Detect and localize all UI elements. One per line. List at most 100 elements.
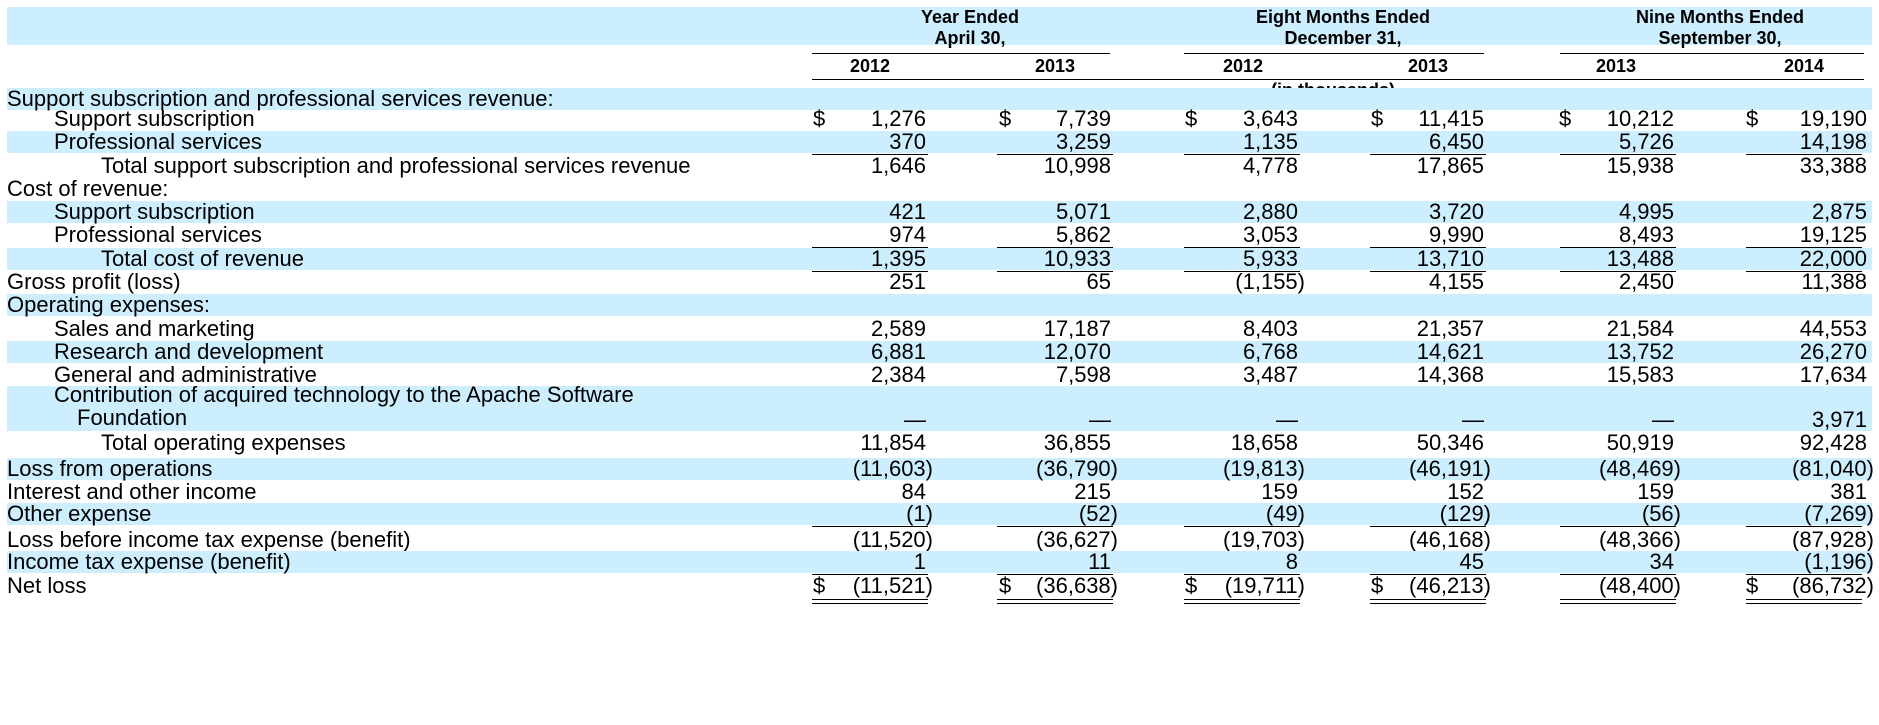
cell-value: 6,881 (870, 339, 926, 364)
cell-value: (52) (1078, 501, 1118, 526)
cell-value: 2,450 (1618, 269, 1674, 294)
cell-value: (36,627) (1036, 527, 1118, 552)
currency-symbol: $ (1559, 106, 1572, 131)
total-double-rule (1184, 599, 1300, 604)
row-band (7, 458, 1872, 480)
subtotal-rule (997, 526, 1113, 527)
cell-value: 65 (1086, 269, 1111, 294)
group-header-year-ended: Year Ended April 30, (810, 7, 1130, 49)
cell-value: — (1462, 407, 1484, 432)
cell-value: 3,259 (1055, 129, 1111, 154)
group-underline (812, 53, 1110, 54)
subtotal-rule (812, 526, 928, 527)
cell-value: (36,790) (1036, 456, 1118, 481)
cell-value: (87,928) (1792, 527, 1874, 552)
cell-value: 10,998 (1043, 153, 1111, 178)
year-underline (812, 79, 1864, 80)
row-label: Net loss (7, 573, 87, 598)
currency-symbol: $ (813, 106, 826, 131)
cell-value: 2,875 (1811, 199, 1867, 224)
cell-value: 6,768 (1242, 339, 1298, 364)
cell-value: 5,933 (1242, 246, 1298, 271)
cell-value: 1,646 (870, 153, 926, 178)
cell-value: 215 (1074, 479, 1111, 504)
row-label: Income tax expense (benefit) (7, 549, 291, 574)
year-header: 2014 (1783, 56, 1825, 76)
cell-value: 21,584 (1606, 316, 1674, 341)
cell-value: 13,752 (1606, 339, 1674, 364)
header-band (7, 7, 1872, 45)
group-header-nine-months: Nine Months Ended September 30, (1560, 7, 1879, 49)
cell-value: 10,212 (1606, 106, 1674, 131)
subtotal-rule (997, 574, 1113, 575)
group-header-line2: December 31, (1284, 28, 1402, 48)
cell-value: 7,598 (1055, 362, 1111, 387)
cell-value: 15,938 (1606, 153, 1674, 178)
subtotal-rule (1184, 574, 1300, 575)
group-header-eight-months: Eight Months Ended December 31, (1183, 7, 1503, 49)
cell-value: 11,854 (860, 430, 926, 455)
row-label: Interest and other income (7, 479, 257, 504)
cell-value: — (1276, 407, 1298, 432)
row-label: Professional services (54, 222, 262, 247)
cell-value: 11,388 (1801, 269, 1867, 294)
cell-value: 159 (1637, 479, 1674, 504)
cell-value: 33,388 (1799, 153, 1867, 178)
currency-symbol: $ (1185, 106, 1198, 131)
row-label: Loss before income tax expense (benefit) (7, 527, 411, 552)
cell-value: 22,000 (1799, 246, 1867, 271)
cell-value: 4,995 (1618, 199, 1674, 224)
year-header: 2013 (1595, 56, 1637, 76)
subtotal-rule (1746, 154, 1862, 155)
cell-value: — (1089, 407, 1111, 432)
cell-value: 15,583 (1606, 362, 1674, 387)
cell-value: 45 (1459, 549, 1484, 574)
cell-value: — (904, 407, 926, 432)
cell-value: 421 (889, 199, 926, 224)
subtotal-rule (1370, 271, 1486, 272)
group-header-line1: Eight Months Ended (1256, 7, 1430, 27)
cell-value: 19,125 (1799, 222, 1867, 247)
currency-symbol: $ (999, 573, 1012, 598)
row-label: Professional services (54, 129, 262, 154)
cell-value: (56) (1641, 501, 1681, 526)
cell-value: 17,634 (1799, 362, 1867, 387)
cell-value: — (1652, 407, 1674, 432)
currency-symbol: $ (1371, 573, 1384, 598)
year-header: 2013 (1034, 56, 1076, 76)
cell-value: 8,493 (1618, 222, 1674, 247)
cell-value: (11,520) (852, 527, 933, 552)
cell-value: (19,813) (1223, 456, 1305, 481)
cell-value: 8 (1285, 549, 1298, 574)
row-label: Research and development (54, 339, 324, 364)
subtotal-rule (1370, 247, 1486, 248)
subtotal-rule (1746, 526, 1862, 527)
cell-value: 2,384 (870, 362, 926, 387)
cell-value: 159 (1261, 479, 1298, 504)
cell-value: (86,732) (1792, 573, 1874, 598)
subtotal-rule (1560, 574, 1676, 575)
cell-value: (46,213) (1409, 573, 1491, 598)
cell-value: 44,553 (1799, 316, 1867, 341)
cell-value: 3,720 (1428, 199, 1484, 224)
cell-value: 14,198 (1799, 129, 1867, 154)
row-label: General and administrative (54, 362, 317, 387)
subtotal-rule (1560, 154, 1676, 155)
cell-value: 92,428 (1799, 430, 1867, 455)
subtotal-rule (1560, 271, 1676, 272)
row-label: Support subscription (54, 106, 255, 131)
cell-value: 18,658 (1230, 430, 1298, 455)
cell-value: 11 (1088, 549, 1111, 574)
total-double-rule (1370, 599, 1486, 604)
cell-value: 5,071 (1055, 199, 1111, 224)
total-double-rule (1746, 599, 1862, 604)
subtotal-rule (1184, 526, 1300, 527)
row-label: Support subscription (54, 199, 255, 224)
row-label-continued: Foundation (77, 405, 188, 430)
cell-value: (1,155) (1235, 269, 1305, 294)
row-band (7, 341, 1872, 363)
cell-value: 13,488 (1606, 246, 1674, 271)
cell-value: 1,135 (1242, 129, 1298, 154)
subtotal-rule (1184, 154, 1300, 155)
